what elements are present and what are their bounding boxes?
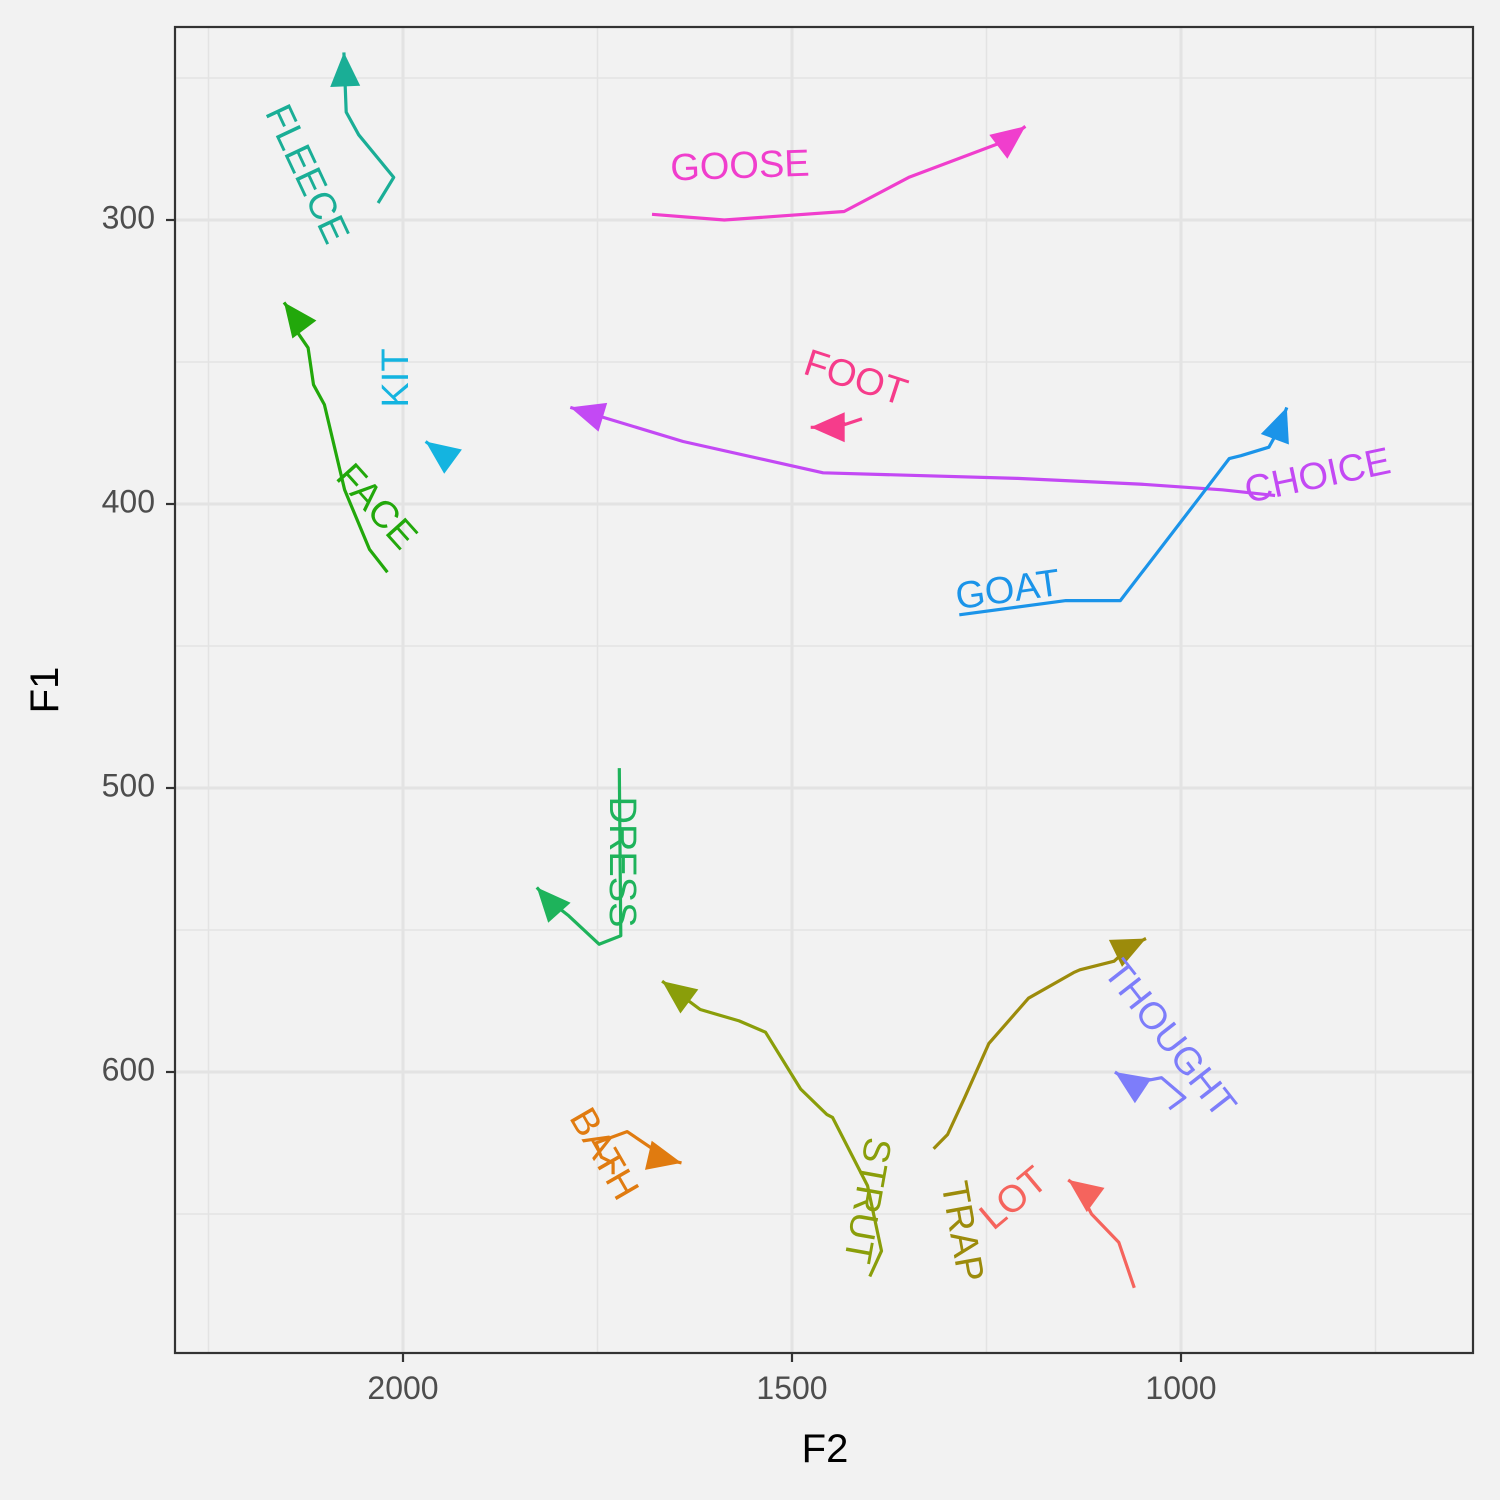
y-tick-label: 400 xyxy=(102,483,155,519)
series-label-kit: KIT xyxy=(375,348,417,407)
series-bath xyxy=(594,1129,682,1175)
series-trap xyxy=(932,937,1147,1150)
series xyxy=(282,52,1289,1289)
series-lot xyxy=(1067,1178,1136,1289)
series-strut xyxy=(661,979,884,1278)
series-line-choice xyxy=(569,405,1276,498)
series-fleece xyxy=(330,52,396,204)
series-line-strut xyxy=(661,979,884,1278)
y-tick-label: 300 xyxy=(102,199,155,235)
series-arrowhead-goat xyxy=(1260,407,1289,445)
series-arrowhead-strut xyxy=(662,981,699,1014)
series-foot xyxy=(810,412,863,443)
panel-background xyxy=(175,27,1473,1353)
series-arrowhead-lot xyxy=(1068,1179,1105,1213)
series-arrowhead-dress xyxy=(536,887,571,923)
series-arrowhead-goose xyxy=(989,126,1026,159)
x-tick-label: 1000 xyxy=(1145,1370,1216,1406)
x-axis-title: F2 xyxy=(802,1427,849,1471)
series-arrowhead-trap xyxy=(1108,938,1146,967)
panel-frame xyxy=(173,25,1475,1355)
series-face xyxy=(282,301,389,574)
series-arrowhead-face xyxy=(284,302,317,339)
series-arrowhead-kit xyxy=(425,441,462,474)
series-label-goose: GOOSE xyxy=(670,143,811,190)
series-line-fleece xyxy=(342,52,396,204)
y-tick-label: 500 xyxy=(102,767,155,803)
series-goat xyxy=(959,406,1289,617)
series-arrowhead-thought xyxy=(1114,1072,1152,1104)
series-dress xyxy=(535,768,623,946)
series-kit xyxy=(424,440,462,474)
y-axis-title: F1 xyxy=(23,667,67,714)
x-tick-label: 2000 xyxy=(367,1370,438,1406)
y-tick-label: 600 xyxy=(102,1051,155,1087)
axis-ticks: 2000 1500 1000 300 400 500 600 xyxy=(102,199,1217,1406)
series-thought xyxy=(1114,1070,1187,1111)
x-tick-label: 1500 xyxy=(756,1370,827,1406)
series-choice xyxy=(569,402,1276,498)
series-arrowhead-fleece xyxy=(330,52,361,87)
grid xyxy=(175,27,1473,1353)
plot-panel xyxy=(175,27,1473,1353)
series-arrowhead-choice xyxy=(570,402,608,432)
series-goose xyxy=(651,125,1027,222)
panel-border xyxy=(173,25,1475,1355)
series-label-dress: DRESS xyxy=(601,797,643,928)
series-arrowhead-foot xyxy=(810,412,845,443)
series-arrowhead-bath xyxy=(645,1140,682,1170)
